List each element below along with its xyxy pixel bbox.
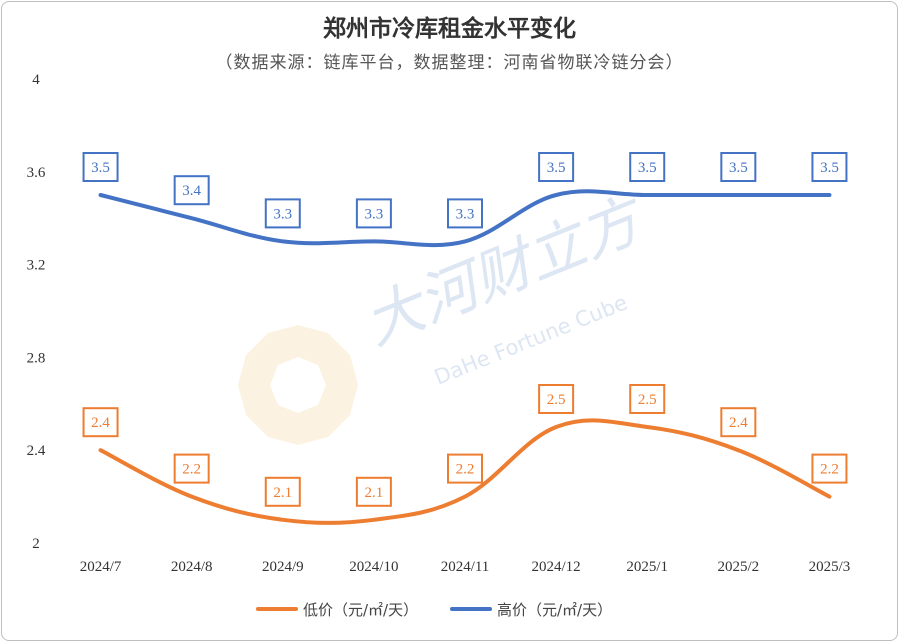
data-label-box	[720, 407, 757, 438]
series-line-high	[98, 189, 832, 248]
data-label-value: 3.4	[182, 183, 201, 199]
data-label-box	[264, 476, 301, 507]
data-label-box	[173, 453, 210, 484]
data-label-high: 3.5	[629, 152, 666, 182]
data-label-low: 2.2	[447, 453, 483, 484]
x-tick-label: 2025/1	[626, 559, 668, 575]
x-tick-label: 2024/12	[532, 559, 581, 575]
watermark-cn-text: 大河财立方	[355, 184, 655, 358]
data-label-high: 3.5	[720, 152, 757, 182]
data-label-box	[538, 152, 575, 182]
data-label-value: 2.5	[547, 392, 566, 408]
data-label-box	[264, 198, 301, 229]
x-tick-label: 2024/10	[349, 559, 398, 575]
data-label-value: 3.5	[638, 160, 657, 176]
data-label-low: 2.1	[264, 476, 301, 507]
data-label-box	[82, 152, 119, 182]
data-label-low: 2.2	[173, 453, 210, 484]
data-label-value: 3.5	[91, 160, 110, 176]
data-label-high: 3.5	[82, 152, 119, 182]
y-tick-label: 2	[32, 536, 40, 552]
x-tick-label: 2025/2	[717, 559, 759, 575]
y-tick-label: 3.2	[27, 258, 46, 274]
data-label-low: 2.5	[629, 384, 666, 414]
data-label-value: 2.2	[820, 462, 839, 478]
data-label-box	[82, 407, 119, 438]
chart-title: 郑州市冷库租金水平变化	[323, 15, 576, 42]
data-label-value: 2.2	[182, 462, 201, 478]
x-tick-label: 2024/7	[80, 559, 122, 575]
legend-label-low: 低价（元/㎡/天）	[303, 601, 418, 619]
data-label-high: 3.3	[355, 198, 392, 229]
data-label-box	[447, 198, 483, 229]
data-label-low: 2.2	[811, 453, 848, 484]
data-label-value: 3.3	[273, 206, 292, 222]
x-tick-label: 2024/8	[171, 559, 213, 575]
data-label-value: 2.1	[365, 485, 384, 501]
y-tick-label: 2.8	[27, 350, 46, 366]
x-tick-label: 2024/9	[262, 559, 304, 575]
series-line-low	[98, 418, 832, 525]
data-label-high: 3.3	[447, 198, 483, 229]
data-label-high: 3.3	[264, 198, 301, 229]
data-label-box	[720, 152, 757, 182]
legend-label-high: 高价（元/㎡/天）	[497, 601, 612, 619]
legend: 低价（元/㎡/天） 高价（元/㎡/天）	[256, 601, 612, 619]
y-tick-label: 2.4	[27, 443, 46, 459]
y-axis: 2 2.4 2.8 3.2 3.6 4	[27, 72, 46, 552]
x-axis: 2024/7 2024/8 2024/9 2024/10 2024/11 2024/12 2…	[80, 559, 851, 575]
data-label-high: 3.5	[538, 152, 575, 182]
data-label-value: 3.5	[820, 160, 839, 176]
chart-subtitle: （数据来源：链库平台，数据整理：河南省物联冷链分会）	[215, 53, 684, 73]
data-label-box	[629, 384, 666, 414]
y-tick-label: 4	[32, 72, 40, 88]
data-label-low: 2.4	[720, 407, 757, 438]
x-tick-label: 2024/11	[441, 559, 490, 575]
series-layer	[98, 189, 832, 525]
data-label-low: 2.5	[538, 384, 575, 414]
data-label-box	[538, 384, 575, 414]
data-label-box	[355, 198, 392, 229]
data-label-value: 2.1	[273, 485, 292, 501]
data-label-value: 3.5	[547, 160, 566, 176]
data-label-box	[811, 453, 848, 484]
data-label-box	[811, 152, 848, 182]
data-label-box	[447, 453, 483, 484]
data-label-value: 3.5	[729, 160, 748, 176]
watermark-logo-icon	[238, 325, 358, 445]
data-label-value: 3.3	[365, 206, 384, 222]
x-tick-label: 2025/3	[809, 559, 851, 575]
data-label-value: 2.5	[638, 392, 657, 408]
data-labels: 2.4 2.2 2.1 2.1 2.2 2.5 2.5 2.4 2.2 3.5 3.4 3.3 3.3 3…	[82, 152, 848, 507]
data-label-box	[173, 175, 210, 206]
y-tick-label: 3.6	[27, 165, 46, 181]
data-label-box	[355, 476, 392, 507]
data-label-value: 2.4	[91, 415, 110, 431]
data-label-low: 2.4	[82, 407, 119, 438]
data-label-value: 2.2	[456, 462, 475, 478]
data-label-high: 3.4	[173, 175, 210, 206]
data-label-high: 3.5	[811, 152, 848, 182]
data-label-value: 2.4	[729, 415, 748, 431]
data-label-value: 3.3	[456, 206, 475, 222]
data-label-box	[629, 152, 666, 182]
data-label-low: 2.1	[355, 476, 392, 507]
